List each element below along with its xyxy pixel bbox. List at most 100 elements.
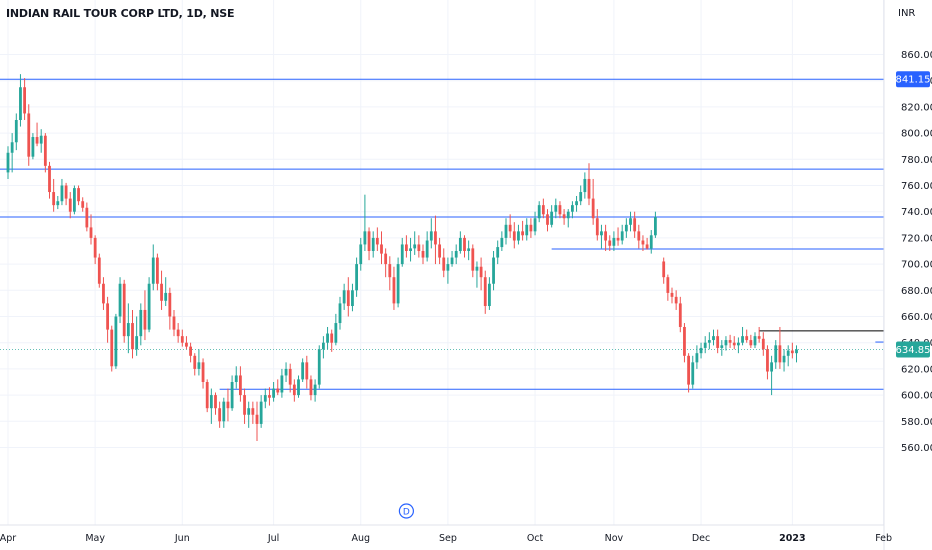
candle (405, 235, 408, 258)
candle (180, 329, 184, 347)
candle (645, 237, 649, 250)
candle-body (521, 231, 524, 236)
candle-body (205, 382, 209, 409)
candle-body (450, 257, 454, 265)
candle (525, 218, 529, 241)
candle (214, 392, 217, 415)
time-axis[interactable]: Apr May Jun Jul Aug Sep Oct Nov Dec 2023 Feb (0, 533, 892, 544)
candle (338, 296, 342, 330)
candle-body (778, 345, 782, 363)
candle-body (355, 264, 358, 291)
candle-body (73, 188, 76, 212)
candle-body (525, 224, 529, 236)
candle-body (571, 205, 574, 212)
candle-body (60, 185, 64, 202)
candle-body (305, 362, 309, 380)
candle (425, 231, 429, 262)
candle (209, 388, 213, 424)
candle (19, 74, 22, 127)
candle-body (214, 395, 217, 409)
candle-body (77, 188, 80, 202)
candle (429, 218, 433, 249)
candle (691, 355, 695, 389)
candle-body (467, 248, 471, 251)
time-tick-label: Dec (692, 533, 710, 544)
candle-body (201, 362, 205, 382)
candle-body (97, 257, 101, 284)
candle (156, 253, 159, 291)
candle-body (558, 205, 562, 215)
candle (517, 224, 520, 245)
candle (31, 133, 35, 160)
candle (566, 209, 570, 228)
candle (546, 209, 549, 232)
candle (189, 342, 192, 363)
candle-body (562, 214, 566, 219)
candle (463, 235, 466, 258)
candle (396, 257, 400, 308)
candle (687, 353, 690, 393)
candle (131, 309, 134, 359)
candle-body (234, 375, 238, 382)
candle (6, 146, 10, 179)
price-tick-label: 580.00 (901, 417, 932, 428)
candle-body (322, 342, 325, 350)
price-tick-label: 700.00 (901, 260, 932, 271)
candle (467, 240, 471, 261)
candle-body (52, 192, 56, 206)
candle-body (35, 137, 39, 144)
candle (761, 332, 765, 356)
candle-body (753, 336, 757, 346)
event-marker[interactable]: D (398, 503, 414, 519)
candle-body (172, 316, 176, 330)
dividend-marker-icon[interactable] (398, 503, 414, 519)
candle (421, 244, 425, 265)
candle (695, 345, 699, 369)
price-tick-label: 600.00 (901, 391, 932, 402)
candle (309, 375, 313, 401)
price-badges: 841.15 634.85 (896, 71, 931, 358)
candle-body (405, 244, 408, 251)
price-axis[interactable]: 860.00840.00820.00800.00780.00760.00740.… (901, 50, 932, 454)
candle (85, 202, 89, 232)
candle-body (741, 336, 744, 343)
candle-body (645, 244, 649, 249)
candle (529, 218, 533, 238)
candle-body (301, 362, 305, 380)
candle (27, 104, 31, 166)
candle-body (649, 235, 653, 249)
candle-body (176, 329, 180, 337)
candle-body (143, 309, 147, 330)
candle (483, 270, 487, 314)
symbol-title: INDIAN RAIL TOUR CORP LTD, 1D, NSE (6, 7, 235, 20)
candle-body (616, 237, 620, 241)
candle-body (122, 283, 126, 337)
candle (251, 401, 255, 424)
candle-body (359, 244, 363, 265)
candle (786, 345, 790, 367)
candle (234, 366, 238, 389)
candle (512, 222, 516, 249)
candle (259, 395, 263, 428)
candle (442, 248, 446, 278)
candle-body (263, 395, 267, 402)
candle-body (533, 218, 537, 232)
candle-body (687, 355, 690, 385)
candle (97, 253, 101, 288)
candle-body (375, 237, 379, 245)
candle-body (102, 283, 105, 304)
price-tick-label: 680.00 (901, 286, 932, 297)
candle (313, 379, 317, 402)
candle (367, 227, 371, 261)
candle-body (537, 205, 541, 219)
candle-body (666, 277, 670, 293)
event-marker-label: D (403, 508, 410, 518)
candle-body (608, 240, 612, 246)
candle-body (19, 87, 22, 120)
candle-body (716, 336, 720, 348)
candle (35, 122, 39, 147)
candle-body (189, 346, 192, 356)
candle-body (654, 216, 657, 236)
candle (89, 214, 93, 245)
